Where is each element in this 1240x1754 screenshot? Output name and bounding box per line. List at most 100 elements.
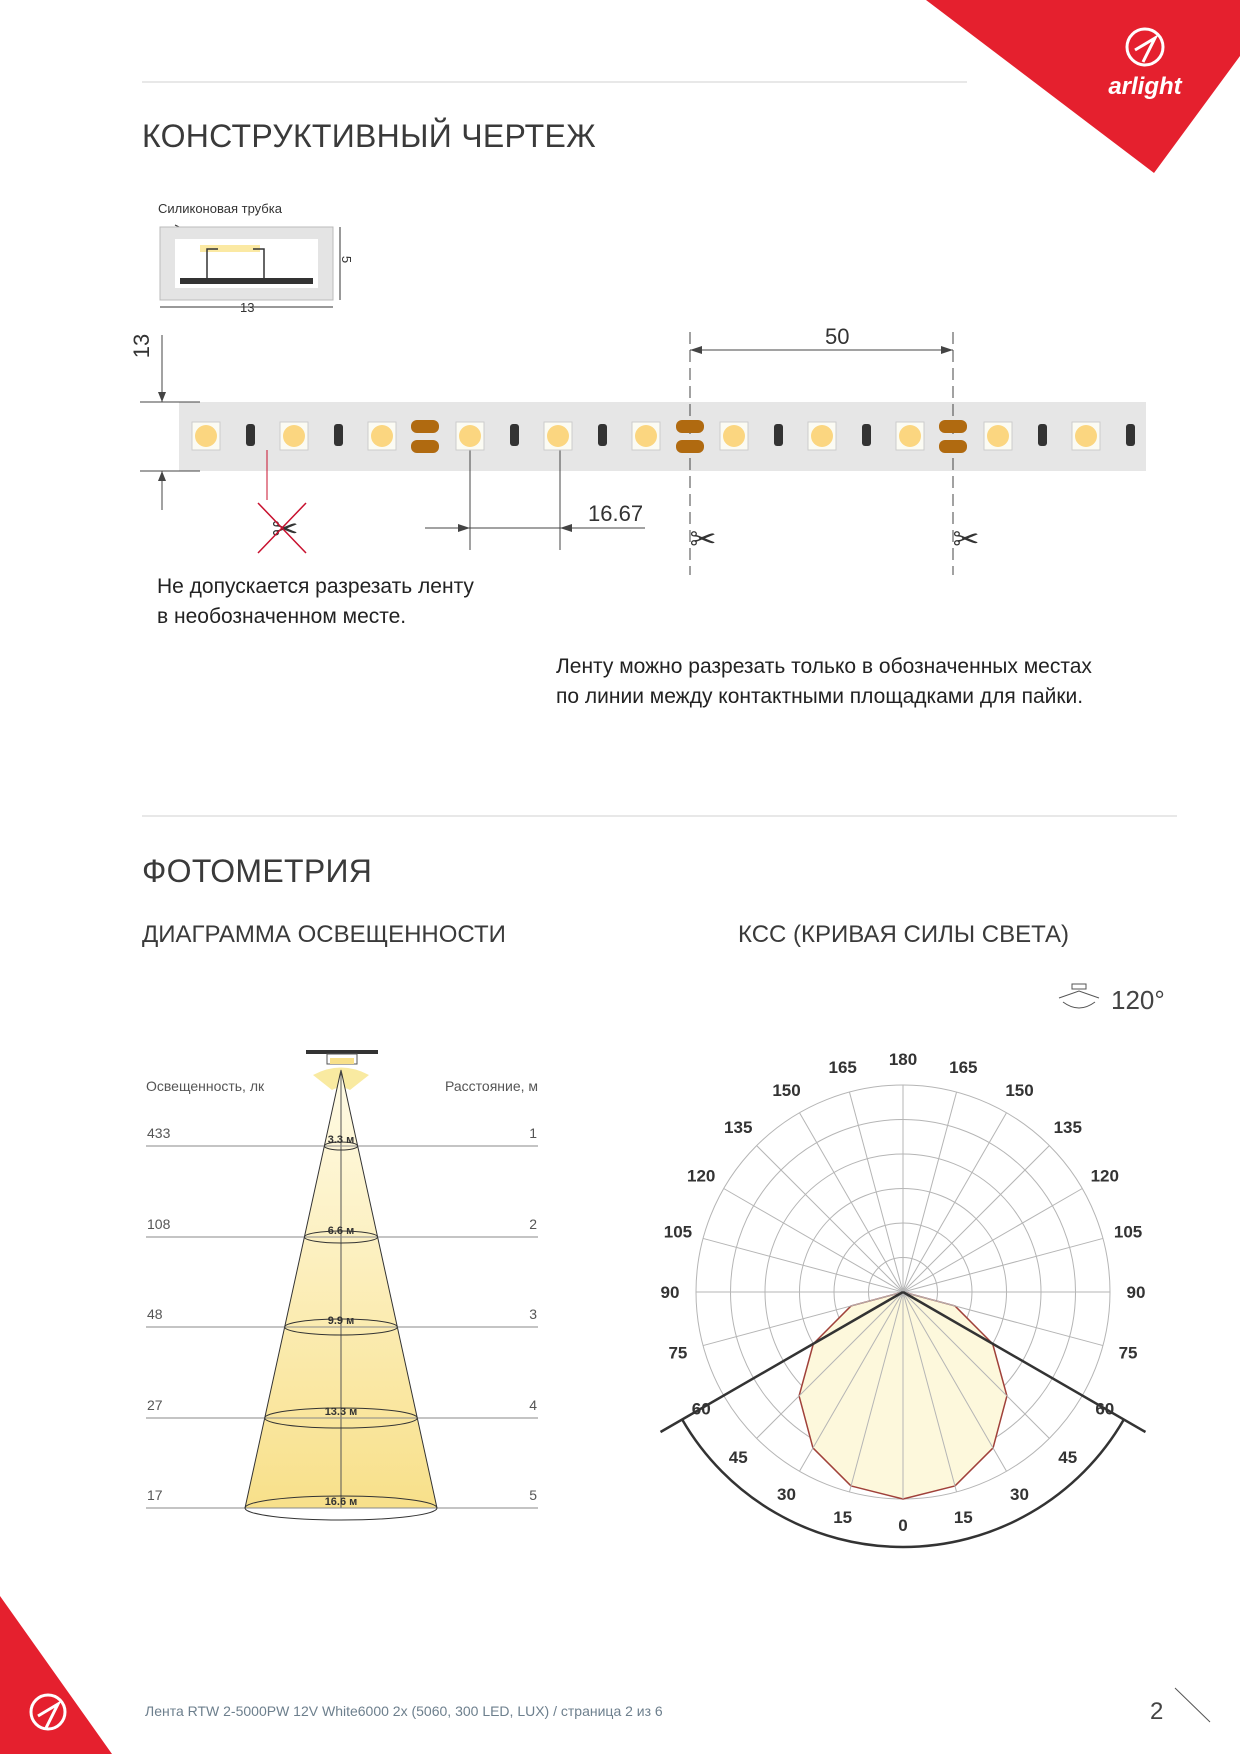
note-line: по линии между контактными площадками дл… (556, 685, 1084, 708)
angle-label: 75 (1119, 1343, 1138, 1362)
angle-label: 180 (889, 1050, 917, 1069)
resistor (510, 424, 519, 446)
beam-edge-line (902, 1290, 1147, 1434)
distance-value: 4 (529, 1397, 537, 1413)
resistor (774, 424, 783, 446)
angle-label: 150 (772, 1081, 800, 1100)
mid-divider (142, 815, 1177, 817)
beam-arc (681, 1418, 1125, 1549)
angle-label: 75 (668, 1343, 687, 1362)
lux-value: 433 (147, 1125, 171, 1141)
distance-header: Расстояние, м (445, 1078, 539, 1094)
led-emitter (1075, 425, 1097, 447)
spot-diameter: 6.6 м (328, 1225, 355, 1237)
angle-label: 135 (1054, 1118, 1082, 1137)
scissors-icon: ✂ (953, 521, 980, 557)
angle-label: 90 (661, 1283, 680, 1302)
led-emitter (723, 425, 745, 447)
lux-value: 17 (147, 1487, 163, 1503)
angle-label: 90 (1127, 1283, 1146, 1302)
grid-spoke (848, 1291, 904, 1493)
illuminance-title: ДИАГРАММА ОСВЕЩЕННОСТИ (142, 921, 506, 948)
lux-value: 108 (147, 1216, 171, 1232)
angle-label: 135 (724, 1118, 752, 1137)
spot-ellipse (303, 1230, 379, 1244)
angle-label: 15 (833, 1508, 852, 1527)
lux-value: 27 (147, 1397, 163, 1413)
angle-label: 60 (1095, 1400, 1114, 1419)
grid-spoke (902, 1291, 1050, 1439)
resistor (1126, 424, 1135, 446)
spot-diameter: 13.3 м (325, 1406, 358, 1418)
led-emitter (635, 425, 657, 447)
grid-spoke (902, 1291, 1007, 1472)
grid-spoke (902, 1291, 958, 1493)
note-line: Не допускается разрезать ленту (157, 575, 474, 598)
angle-label: 15 (954, 1508, 973, 1527)
beam-angle-icon (1058, 983, 1100, 1009)
beam-edge-line (659, 1290, 904, 1434)
note-line: Ленту можно разрезать только в обозначен… (556, 655, 1092, 678)
angle-label: 30 (1010, 1485, 1029, 1504)
led-emitter (547, 425, 569, 447)
page-number: 2 (1150, 1698, 1164, 1725)
led-strip-drawing: ✂ ✂ ✂ (140, 332, 1146, 575)
top-divider (142, 81, 967, 83)
arlight-logo-small (29, 1693, 67, 1731)
lux-header: Освещенность, лк (146, 1078, 265, 1094)
spot-diameter: 9.9 м (328, 1315, 355, 1327)
polar-intensity-chart: 0 15 15 30 30 45 45 60 60 75 75 90 90 105 105 120 120 135… (659, 1050, 1147, 1549)
led-emitter (899, 425, 921, 447)
no-cut-icon: ✂ (257, 502, 307, 554)
solder-pad (411, 420, 439, 433)
beam-angle-value: 120° (1111, 985, 1165, 1015)
angle-label: 30 (777, 1485, 796, 1504)
solder-pad (939, 420, 967, 433)
led-emitter (459, 425, 481, 447)
grid-spoke (702, 1237, 904, 1293)
page-corner-line (1174, 1687, 1211, 1723)
grid-spoke (799, 1291, 904, 1472)
led-emitter (811, 425, 833, 447)
resistor (862, 424, 871, 446)
spot-ellipse (323, 1141, 359, 1151)
resistor (598, 424, 607, 446)
section-title-photometry: ФОТОМЕТРИЯ (142, 853, 373, 889)
note-line: в необозначенном месте. (157, 605, 407, 628)
angle-label: 60 (692, 1400, 711, 1419)
angle-label: 120 (687, 1167, 715, 1186)
grid-spoke (902, 1237, 1104, 1293)
corner-red-bottom (0, 1596, 112, 1754)
cross-section-label: Силиконовая трубка (158, 201, 282, 216)
spot-diameter: 3.3 м (328, 1134, 355, 1146)
grid-spoke (902, 1112, 1007, 1293)
cross-section-drawing (159, 224, 341, 308)
illuminance-diagram: 433 3.3 м 1 108 6.6 м 2 48 9.9 м 3 27 13.3 м 4 17 16.… (146, 1050, 538, 1521)
corner-red-top (926, 0, 1240, 173)
grid-spoke (756, 1145, 904, 1293)
grid-spoke (723, 1188, 904, 1293)
grid-spoke (902, 1291, 1104, 1347)
angle-label: 165 (949, 1058, 977, 1077)
grid-spoke (702, 1291, 904, 1347)
lux-value: 48 (147, 1306, 163, 1322)
spot-ellipse (264, 1407, 418, 1429)
angle-label: 120 (1091, 1167, 1119, 1186)
led-emitter (987, 425, 1009, 447)
svg-text:arlight: arlight (1108, 73, 1182, 100)
angle-label: 105 (664, 1223, 692, 1242)
spot-ellipse (244, 1495, 438, 1521)
resistor (334, 424, 343, 446)
grid-spoke (902, 1145, 1050, 1293)
arlight-logo: arlight (1108, 27, 1183, 100)
grid-spoke (902, 1188, 1083, 1293)
led-emitter (371, 425, 393, 447)
led-emitter (283, 425, 305, 447)
footer-text: Лента RTW 2-5000PW 12V White6000 2x (506… (145, 1703, 663, 1719)
spot-diameter: 16.6 м (325, 1496, 358, 1508)
ksc-title: КСС (КРИВАЯ СИЛЫ СВЕТА) (738, 921, 1069, 948)
resistor (246, 424, 255, 446)
angle-label: 105 (1114, 1223, 1142, 1242)
cross-width-dim: 13 (240, 300, 255, 315)
